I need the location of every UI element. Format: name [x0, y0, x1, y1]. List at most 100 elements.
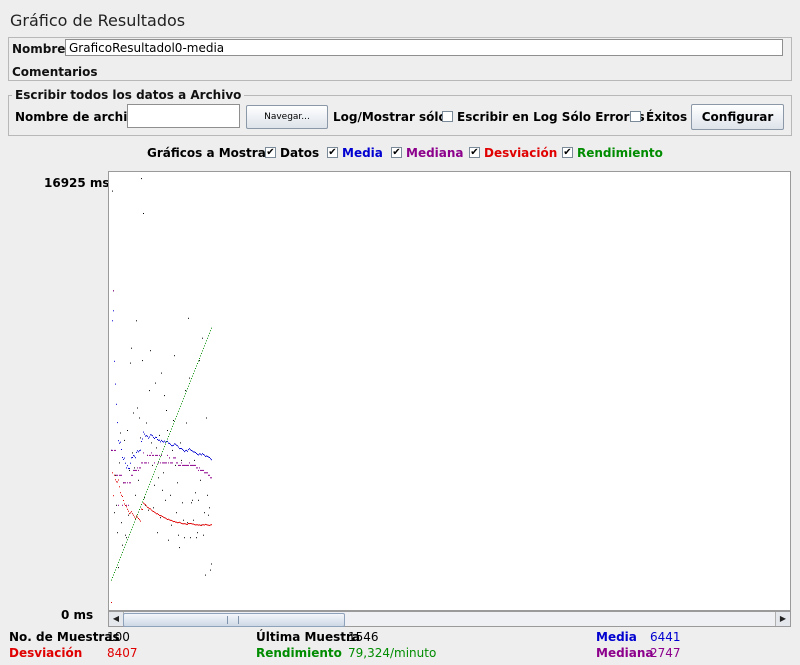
mean-point — [161, 439, 162, 441]
throughput-point — [154, 471, 155, 473]
graph-checkbox-desviación[interactable]: ✔ — [469, 147, 480, 158]
arrow-right-icon[interactable]: ▶ — [775, 612, 790, 626]
data-point — [191, 502, 192, 504]
deviation-point — [142, 509, 143, 510]
data-point — [162, 489, 163, 491]
samples-value: 100 — [107, 630, 130, 644]
mean-point — [167, 440, 168, 442]
median-point — [129, 482, 130, 484]
data-point — [204, 512, 205, 514]
data-point — [161, 372, 162, 374]
configure-button[interactable]: Configurar — [691, 104, 784, 130]
deviation-point — [178, 522, 179, 524]
throughput-point — [196, 365, 197, 367]
mean-point — [206, 455, 207, 457]
deviation-point — [211, 524, 212, 526]
mean-point — [193, 451, 194, 453]
mean-point — [207, 455, 208, 457]
deviation-point — [195, 524, 196, 526]
deviation-point — [169, 519, 170, 521]
median-point — [185, 464, 186, 466]
deviation-point — [124, 503, 125, 505]
median-point — [201, 469, 202, 471]
graph-checkbox-rendimiento[interactable]: ✔ — [562, 147, 573, 158]
deviation-point — [168, 518, 169, 520]
mean-point — [178, 446, 179, 448]
mean-point — [197, 453, 198, 455]
median-point — [148, 462, 149, 464]
deviation-point — [138, 518, 139, 519]
median-point — [200, 469, 201, 471]
name-input[interactable] — [65, 39, 783, 56]
deviation-point — [202, 524, 203, 526]
scrollbar-thumb[interactable] — [123, 613, 345, 627]
deviation-point — [126, 506, 127, 508]
throughput-point — [191, 378, 192, 380]
throughput-point — [169, 433, 170, 435]
throughput-point — [127, 539, 128, 541]
deviation-point — [209, 524, 210, 526]
median-point — [181, 462, 182, 464]
mean-point — [155, 436, 156, 438]
median-point — [211, 477, 212, 479]
mean-point — [162, 440, 163, 442]
mean-point — [180, 448, 181, 449]
median-point — [179, 464, 180, 466]
file-name-input[interactable] — [127, 104, 240, 128]
throughput-point — [116, 567, 117, 568]
deviation-point — [191, 523, 192, 525]
graph-checkbox-mediana[interactable]: ✔ — [391, 147, 402, 158]
deviation-point — [155, 512, 156, 514]
mean-point — [118, 440, 119, 442]
write-to-file-legend: Escribir todos los datos a Archivo — [12, 88, 245, 102]
successes-checkbox[interactable] — [630, 111, 641, 122]
throughput-point — [150, 481, 151, 483]
arrow-left-icon[interactable]: ◀ — [109, 612, 124, 626]
deviation-point — [118, 479, 119, 481]
graph-checkbox-media[interactable]: ✔ — [327, 147, 338, 158]
mean-point — [128, 467, 129, 469]
mean-point — [198, 454, 199, 456]
graph-checkbox-datos[interactable]: ✔ — [265, 147, 276, 158]
mean-point — [133, 455, 134, 457]
data-point — [203, 534, 204, 536]
browse-button[interactable]: Navegar... — [246, 105, 328, 129]
deviation-point — [199, 524, 200, 526]
deviation-point — [146, 505, 147, 507]
deviation-point — [156, 513, 157, 515]
graph-label-desviación: Desviación — [484, 146, 558, 160]
median-point — [119, 474, 120, 476]
median-point — [139, 467, 140, 469]
throughput-point — [189, 383, 190, 385]
data-point — [143, 213, 144, 214]
deviation-point — [165, 517, 166, 519]
data-point — [126, 537, 127, 539]
deviation-point — [176, 521, 177, 523]
chart-horizontal-scrollbar[interactable]: ◀ ▶ — [108, 611, 791, 627]
median-point — [146, 462, 147, 464]
median-point — [123, 482, 124, 484]
median-point — [154, 462, 155, 464]
data-point — [200, 479, 201, 481]
mean-point — [164, 440, 165, 442]
throughput-point — [209, 332, 210, 334]
data-point — [183, 519, 184, 521]
throughput-point — [162, 451, 163, 453]
median-point — [125, 482, 126, 484]
data-point — [154, 484, 155, 486]
throughput-point — [156, 466, 157, 468]
data-point — [184, 537, 185, 539]
deviation-point — [148, 507, 149, 509]
data-point — [148, 509, 149, 511]
median-point — [160, 462, 161, 464]
deviation-point — [113, 495, 114, 497]
errors-only-checkbox[interactable] — [442, 111, 453, 122]
data-point — [140, 437, 141, 439]
data-point — [145, 504, 146, 506]
comments-label: Comentarios — [12, 65, 98, 79]
median-point — [171, 462, 172, 464]
throughput-point — [177, 413, 178, 415]
deviation-point — [133, 514, 134, 516]
mean-point — [150, 434, 151, 436]
mean-point — [196, 453, 197, 454]
